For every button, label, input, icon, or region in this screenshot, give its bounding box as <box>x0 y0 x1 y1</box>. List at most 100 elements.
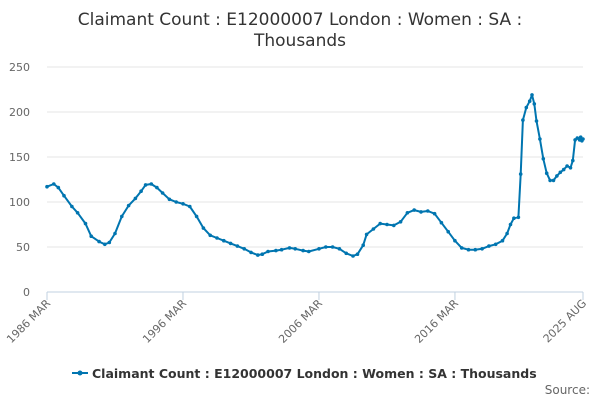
data-point[interactable] <box>287 246 292 250</box>
data-point[interactable] <box>103 242 107 247</box>
data-point[interactable] <box>228 241 233 246</box>
data-point[interactable] <box>500 238 505 243</box>
data-point[interactable] <box>307 249 311 254</box>
data-point[interactable] <box>392 223 396 228</box>
data-point[interactable] <box>361 243 366 247</box>
data-point[interactable] <box>453 238 457 243</box>
data-point[interactable] <box>279 247 284 252</box>
data-point[interactable] <box>426 209 430 213</box>
data-point[interactable] <box>508 222 513 227</box>
data-point[interactable] <box>139 189 143 193</box>
data-point[interactable] <box>459 246 464 250</box>
data-point[interactable] <box>89 234 93 238</box>
data-point[interactable] <box>215 236 219 240</box>
data-point[interactable] <box>149 182 154 186</box>
data-point[interactable] <box>446 229 451 234</box>
data-point[interactable] <box>181 202 185 206</box>
data-point[interactable] <box>242 247 246 251</box>
legend[interactable]: Claimant Count : E12000007 London : Wome… <box>72 366 537 381</box>
data-point[interactable] <box>565 164 569 168</box>
data-point[interactable] <box>364 232 369 237</box>
data-point[interactable] <box>544 171 549 175</box>
data-point[interactable] <box>419 210 423 214</box>
data-point[interactable] <box>568 166 573 170</box>
data-point[interactable] <box>532 102 537 106</box>
data-point[interactable] <box>439 220 444 225</box>
data-point[interactable] <box>534 119 539 123</box>
data-point[interactable] <box>201 226 206 230</box>
data-point[interactable] <box>473 247 478 252</box>
data-point[interactable] <box>516 215 521 220</box>
data-point[interactable] <box>324 245 328 249</box>
data-point[interactable] <box>398 220 403 224</box>
data-point[interactable] <box>512 216 516 220</box>
data-point[interactable] <box>558 170 563 175</box>
data-point[interactable] <box>70 204 74 209</box>
data-point[interactable] <box>45 184 49 189</box>
data-point[interactable] <box>208 233 212 238</box>
data-point[interactable] <box>155 185 159 190</box>
data-point[interactable] <box>56 185 61 190</box>
data-point[interactable] <box>120 214 124 219</box>
data-point[interactable] <box>167 197 172 202</box>
data-point[interactable] <box>524 105 529 110</box>
data-point[interactable] <box>493 242 498 247</box>
data-point[interactable] <box>378 221 383 226</box>
data-point[interactable] <box>581 137 585 141</box>
data-point[interactable] <box>97 239 101 244</box>
data-point[interactable] <box>194 214 199 219</box>
data-point[interactable] <box>480 247 484 251</box>
data-point[interactable] <box>466 247 471 252</box>
data-point[interactable] <box>571 158 575 163</box>
data-point[interactable] <box>405 211 410 215</box>
data-point[interactable] <box>505 231 509 236</box>
data-point[interactable] <box>555 174 559 178</box>
data-point[interactable] <box>355 252 360 256</box>
data-point[interactable] <box>274 248 278 253</box>
data-point[interactable] <box>527 99 532 103</box>
source-label: Source: <box>545 383 590 397</box>
data-point[interactable] <box>266 249 270 254</box>
data-point[interactable] <box>126 203 131 208</box>
data-point[interactable] <box>551 178 556 183</box>
data-point[interactable] <box>561 167 566 172</box>
data-point[interactable] <box>143 183 148 187</box>
data-point[interactable] <box>521 118 525 122</box>
data-point[interactable] <box>75 211 80 215</box>
data-point[interactable] <box>518 172 523 176</box>
data-point[interactable] <box>530 93 534 97</box>
data-point[interactable] <box>260 252 265 256</box>
data-point[interactable] <box>330 245 335 249</box>
data-point[interactable] <box>83 221 88 226</box>
data-point[interactable] <box>317 247 321 251</box>
data-point[interactable] <box>538 137 542 141</box>
data-point[interactable] <box>107 240 112 245</box>
data-point[interactable] <box>235 244 240 248</box>
data-point[interactable] <box>385 222 389 227</box>
data-point[interactable] <box>62 193 66 198</box>
data-point[interactable] <box>113 231 117 236</box>
data-point[interactable] <box>337 247 342 251</box>
data-point[interactable] <box>255 253 260 257</box>
series-line <box>46 93 584 257</box>
chart-title-line-2: Thousands <box>253 31 346 51</box>
data-point[interactable] <box>412 208 417 212</box>
x-tick-label: 1986 MAR <box>4 297 53 346</box>
data-point[interactable] <box>351 254 355 258</box>
data-point[interactable] <box>160 191 165 195</box>
y-tick-label: 150 <box>9 151 30 164</box>
data-point[interactable] <box>541 157 546 161</box>
data-point[interactable] <box>174 200 178 204</box>
data-point[interactable] <box>222 238 226 243</box>
data-point[interactable] <box>133 196 138 201</box>
data-point[interactable] <box>249 250 253 255</box>
data-point[interactable] <box>432 211 437 216</box>
data-point[interactable] <box>293 247 298 251</box>
data-point[interactable] <box>52 182 56 186</box>
data-point[interactable] <box>371 227 376 231</box>
data-point[interactable] <box>188 204 192 209</box>
data-point[interactable] <box>344 251 349 256</box>
data-point[interactable] <box>548 178 552 183</box>
data-point[interactable] <box>301 248 305 253</box>
data-point[interactable] <box>487 244 491 248</box>
